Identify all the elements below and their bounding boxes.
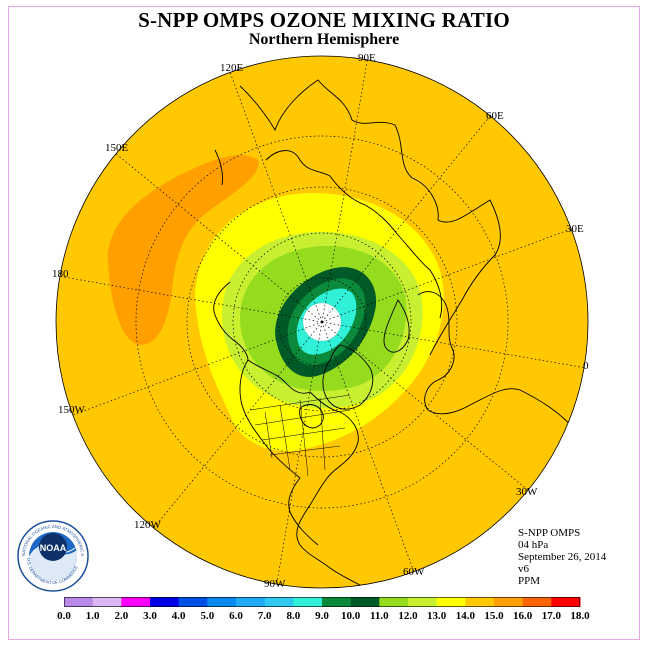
date-label: September 26, 2014 — [518, 551, 607, 563]
colorbar-swatch — [178, 597, 208, 607]
colorbar-swatch — [350, 597, 380, 607]
colorbar-tick-label: 5.0 — [200, 610, 215, 622]
colorbar-tick-label: 1.0 — [85, 610, 100, 622]
lon-label-180: 180 — [52, 268, 69, 280]
colorbar-tick-label: 10.0 — [341, 610, 361, 622]
version-label: v6 — [518, 563, 529, 575]
colorbar-swatch — [408, 597, 438, 607]
instrument-label: S-NPP OMPS — [518, 527, 581, 539]
latitude-circles — [135, 135, 509, 509]
logo-wordmark: NOAA — [40, 543, 67, 553]
colorbar-swatch — [379, 597, 409, 607]
noaa-logo-icon: NOAA NATIONAL OCEANIC AND ATMOSPHERIC AD… — [17, 520, 89, 592]
lon-label-90w: 90W — [264, 578, 286, 590]
lon-label-120w: 120W — [134, 519, 161, 531]
colorbar-swatch — [436, 597, 466, 607]
colorbar-tick-label: 3.0 — [143, 610, 157, 622]
colorbar-swatch — [121, 597, 151, 607]
colorbar-swatch — [293, 597, 323, 607]
colorbar-swatch — [322, 597, 352, 607]
colorbar-tick-label: 12.0 — [398, 610, 418, 622]
colorbar-tick-label: 18.0 — [570, 610, 590, 622]
colorbar-tick-label: 16.0 — [513, 610, 533, 622]
meridians — [57, 56, 587, 588]
colorbar-tick-label: 7.0 — [257, 610, 272, 622]
colorbar-tick-label: 17.0 — [541, 610, 561, 622]
lon-label-150w: 150W — [58, 404, 85, 416]
lon-label-0: 0 — [583, 360, 589, 372]
colorbar-tick-label: 4.0 — [171, 610, 186, 622]
colorbar-tick-label: 14.0 — [455, 610, 475, 622]
colorbar-tick-label: 2.0 — [114, 610, 129, 622]
colorbar-tick-label: 13.0 — [427, 610, 447, 622]
state-borders — [249, 394, 351, 477]
colorbar-tick-label: 6.0 — [229, 610, 243, 622]
colorbar-tick-label: 15.0 — [484, 610, 504, 622]
colorbar-swatch — [522, 597, 552, 607]
colorbar-tick-label: 9.0 — [315, 610, 329, 622]
plot-frame — [8, 6, 640, 640]
map-title: S-NPP OMPS OZONE MIXING RATIO — [138, 8, 510, 32]
colorbar-tick-label: 8.0 — [286, 610, 301, 622]
ozone-contour-14 — [107, 155, 259, 345]
colorbar-swatch — [264, 597, 294, 607]
colorbar-tick-label: 0.0 — [57, 610, 71, 622]
colorbar-swatch — [465, 597, 495, 607]
lon-label-120e: 120E — [220, 62, 244, 74]
lon-label-150e: 150E — [105, 142, 129, 154]
colorbar-swatch — [150, 597, 180, 607]
lon-label-90e: 90E — [358, 52, 376, 64]
colorbar-swatch — [64, 597, 94, 607]
colorbar — [64, 597, 581, 607]
map-subtitle: Northern Hemisphere — [248, 31, 400, 48]
colorbar-swatch — [207, 597, 237, 607]
colorbar-swatch — [92, 597, 122, 607]
colorbar-swatch — [494, 597, 524, 607]
pressure-level: 04 hPa — [518, 539, 549, 551]
lon-label-60w: 60W — [403, 566, 425, 578]
product-info: S-NPP OMPS 04 hPa September 26, 2014 v6 … — [518, 527, 606, 587]
lon-label-60e: 60E — [486, 110, 504, 122]
colorbar-tick-label: 11.0 — [370, 610, 389, 622]
units-label: PPM — [518, 575, 541, 587]
hemisphere-border — [55, 55, 589, 589]
lon-label-30w: 30W — [516, 486, 538, 498]
lon-label-30e: 30E — [566, 223, 584, 235]
colorbar-swatch — [236, 597, 266, 607]
colorbar-swatch — [551, 597, 581, 607]
